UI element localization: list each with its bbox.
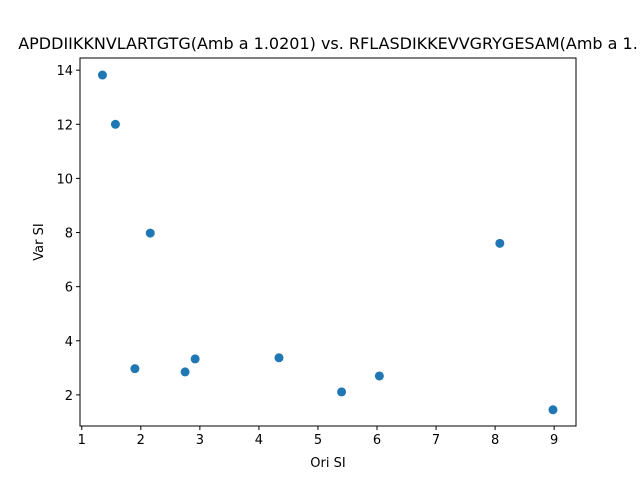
x-tick-label: 7 xyxy=(432,433,440,448)
y-tick-label: 4 xyxy=(65,335,73,350)
scatter-point xyxy=(130,364,140,374)
scatter-point xyxy=(548,405,558,415)
x-tick-label: 6 xyxy=(373,433,381,448)
scatter-point xyxy=(145,228,155,238)
scatter-point xyxy=(374,371,384,381)
y-tick-label: 6 xyxy=(65,281,73,296)
y-axis-label: Var SI xyxy=(32,223,47,260)
x-tick-label: 9 xyxy=(550,433,558,448)
x-tick-label: 8 xyxy=(491,433,499,448)
y-tick-label: 8 xyxy=(65,227,73,242)
x-tick-label: 3 xyxy=(196,433,204,448)
x-tick-label: 1 xyxy=(78,433,86,448)
points-layer xyxy=(97,70,558,415)
x-tick-label: 4 xyxy=(255,433,263,448)
scatter-point xyxy=(337,387,347,397)
y-tick-label: 2 xyxy=(65,389,73,404)
axes-frame xyxy=(79,57,577,427)
y-tick-label: 10 xyxy=(56,172,73,187)
x-tick-label: 2 xyxy=(137,433,145,448)
x-tick-label: 5 xyxy=(314,433,322,448)
scatter-point xyxy=(97,70,107,80)
scatter-point xyxy=(274,353,284,363)
y-tick-label: 14 xyxy=(56,64,73,79)
scatter-point xyxy=(110,119,120,129)
chart-title: APDDIIKKNVLARTGTG(Amb a 1.0201) vs. RFLA… xyxy=(18,34,638,53)
x-axis-label: Ori SI xyxy=(310,456,345,471)
scatter-point xyxy=(495,238,505,248)
scatter-point xyxy=(180,367,190,377)
y-tick-label: 12 xyxy=(56,118,73,133)
scatter-point xyxy=(190,354,200,364)
